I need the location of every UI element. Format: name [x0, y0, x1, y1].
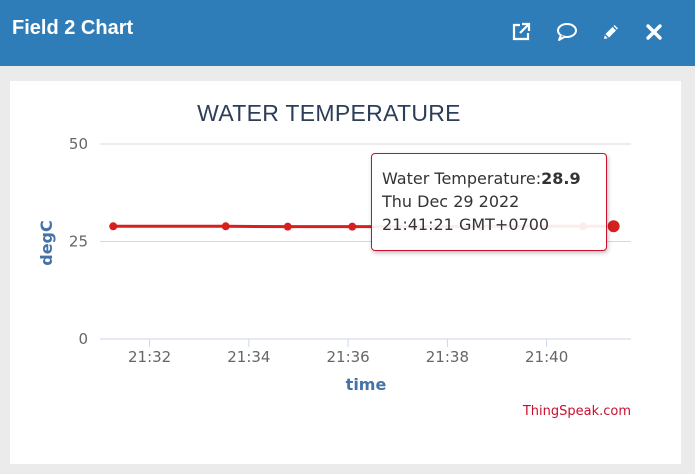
x-tick-label: 21:36	[327, 348, 370, 366]
data-point[interactable]	[606, 219, 621, 234]
line-chart: WATER TEMPERATURE 0 25 50 21:32 21:34 21:36 2…	[37, 100, 631, 419]
external-link-icon	[512, 22, 531, 41]
x-tick-label: 21:32	[128, 348, 171, 366]
x-tick-label: 21:38	[426, 348, 469, 366]
tooltip-value: 28.9	[541, 169, 581, 188]
pencil-icon	[604, 25, 618, 39]
popout-button[interactable]	[507, 18, 535, 46]
chart-title: WATER TEMPERATURE	[197, 100, 461, 126]
y-tick-label: 50	[69, 135, 88, 153]
x-tick-label: 21:40	[525, 348, 568, 366]
x-tick-label: 21:34	[227, 348, 270, 366]
y-axis-label: degC	[37, 220, 56, 266]
edit-button[interactable]	[597, 18, 625, 46]
data-point[interactable]	[109, 222, 118, 231]
tooltip-date: Thu Dec 29 2022	[382, 192, 520, 211]
window-title: Field 2 Chart	[12, 17, 134, 39]
data-point[interactable]	[348, 222, 357, 231]
window-titlebar: Field 2 Chart	[0, 0, 695, 66]
thingspeak-credit[interactable]: ThingSpeak.com	[522, 404, 631, 419]
chart-panel: WATER TEMPERATURE 0 25 50 21:32 21:34 21:36 2…	[10, 81, 681, 464]
tooltip-label: Water Temperature:	[382, 169, 542, 188]
speech-bubble-icon	[557, 23, 577, 41]
data-tooltip: Water Temperature:28.9 Thu Dec 29 2022 2…	[371, 153, 607, 251]
data-point[interactable]	[283, 222, 292, 231]
comment-button[interactable]	[553, 18, 581, 46]
x-axis-label: time	[346, 375, 387, 394]
tooltip-time: 21:41:21 GMT+0700	[382, 215, 550, 234]
close-button[interactable]	[640, 18, 668, 46]
data-point[interactable]	[221, 222, 230, 231]
y-tick-label: 0	[78, 330, 88, 348]
close-icon	[646, 24, 662, 40]
y-tick-label: 25	[69, 233, 88, 251]
